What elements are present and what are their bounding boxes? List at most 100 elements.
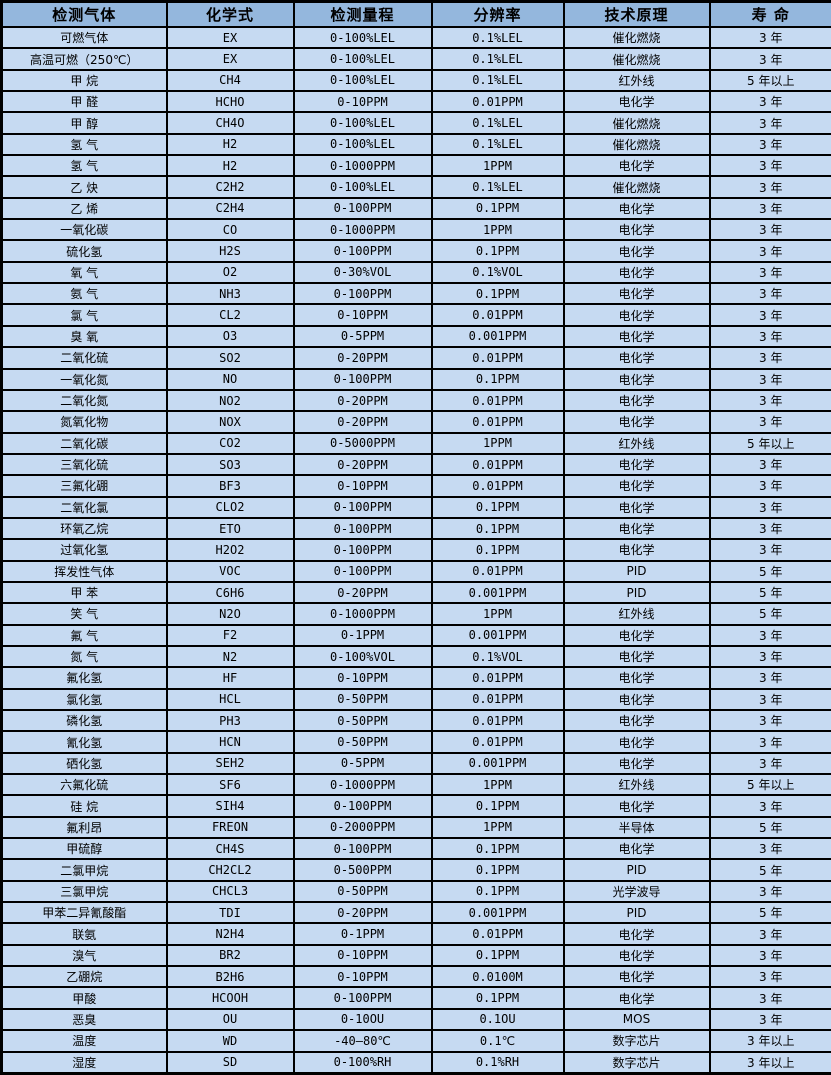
table-cell: 电化学	[562, 218, 711, 242]
table-cell: 甲酸	[0, 986, 168, 1010]
table-cell: 电化学	[562, 943, 711, 968]
table-row: 二氧化氯 CLO2 0-100PPM 0.1PPM 电化学 3 年	[0, 495, 831, 519]
table-row: 氨 气 NH3 0-100PPM 0.1PPM 电化学 3 年	[0, 282, 831, 306]
table-cell: WD	[165, 1029, 295, 1053]
table-cell: 0-1000PPM	[292, 602, 433, 626]
table-cell: -40—80℃	[292, 1029, 433, 1053]
table-cell: 0.1PPM	[430, 858, 565, 882]
table-cell: 0-100%RH	[292, 1050, 433, 1075]
table-cell: 电化学	[562, 346, 711, 370]
table-cell: 电化学	[562, 495, 711, 519]
table-cell: 0-10PPM	[292, 965, 433, 989]
table-row: 氮 气 N2 0-100%VOL 0.1%VOL 电化学 3 年	[0, 644, 831, 669]
table-cell: 笑 气	[0, 602, 168, 626]
table-cell: 0-10PPM	[292, 474, 433, 498]
table-cell: 3 年	[708, 474, 831, 498]
table-body: 可燃气体 EX 0-100%LEL 0.1%LEL 催化燃烧 3 年高温可燃（250℃） E…	[0, 25, 831, 1075]
table-cell: 0-30%VOL	[292, 260, 433, 285]
table-cell: 0-5PPM	[292, 324, 433, 349]
table-row: 三氯甲烷 CHCL3 0-50PPM 0.1PPM 光学波导 3 年	[0, 879, 831, 904]
column-header: 检测量程	[292, 0, 433, 28]
table-cell: 0-1PPM	[292, 623, 433, 647]
table-cell: 电化学	[562, 666, 711, 690]
table-cell: H2S	[165, 239, 295, 263]
table-cell: 3 年	[708, 324, 831, 349]
table-cell: 臭 氧	[0, 324, 168, 349]
table-row: 恶臭 OU 0-10OU 0.1OU MOS 3 年	[0, 1007, 831, 1032]
table-cell: 联氨	[0, 922, 168, 946]
table-cell: 电化学	[562, 708, 711, 733]
table-cell: 0.1%LEL	[430, 25, 565, 50]
table-row: 氰化氢 HCN 0-50PPM 0.01PPM 电化学 3 年	[0, 730, 831, 754]
table-cell: 一氧化氮	[0, 367, 168, 391]
table-cell: 红外线	[562, 773, 711, 797]
table-row: 氟利昂 FREON 0-2000PPM 1PPM 半导体 5 年	[0, 815, 831, 840]
table-cell: PID	[562, 901, 711, 925]
table-cell: 催化燃烧	[562, 175, 711, 199]
table-cell: NO	[165, 367, 295, 391]
table-cell: SO2	[165, 346, 295, 370]
table-cell: 电化学	[562, 965, 711, 989]
table-cell: 1PPM	[430, 218, 565, 242]
table-row: 溴气 BR2 0-10PPM 0.1PPM 电化学 3 年	[0, 943, 831, 968]
table-cell: 电化学	[562, 794, 711, 818]
table-cell: 0.01PPM	[430, 666, 565, 690]
table-cell: 0-100PPM	[292, 559, 433, 583]
table-cell: 3 年	[708, 986, 831, 1010]
table-cell: 0-20PPM	[292, 410, 433, 434]
table-cell: 0.01PPM	[430, 474, 565, 498]
table-cell: CLO2	[165, 495, 295, 519]
table-row: 甲硫醇 CH4S 0-100PPM 0.1PPM 电化学 3 年	[0, 837, 831, 861]
table-row: 氮氧化物 NOX 0-20PPM 0.01PPM 电化学 3 年	[0, 410, 831, 434]
table-cell: 3 年	[708, 1007, 831, 1032]
table-cell: 3 年	[708, 410, 831, 434]
table-cell: CL2	[165, 303, 295, 327]
table-cell: 0-100%LEL	[292, 47, 433, 71]
column-header: 寿 命	[708, 0, 831, 28]
table-cell: 0.1%LEL	[430, 132, 565, 157]
table-cell: 0-50PPM	[292, 687, 433, 712]
table-cell: 0.001PPM	[430, 324, 565, 349]
table-cell: SIH4	[165, 794, 295, 818]
table-cell: 温度	[0, 1029, 168, 1053]
table-cell: 乙硼烷	[0, 965, 168, 989]
column-header: 分辨率	[430, 0, 565, 28]
table-cell: 0.1PPM	[430, 239, 565, 263]
table-cell: 电化学	[562, 282, 711, 306]
table-cell: 3 年	[708, 154, 831, 178]
table-cell: H2O2	[165, 538, 295, 562]
table-cell: 甲 烷	[0, 68, 168, 93]
table-cell: HCN	[165, 730, 295, 754]
table-cell: 0.1PPM	[430, 196, 565, 221]
table-cell: 1PPM	[430, 602, 565, 626]
table-cell: HCOOH	[165, 986, 295, 1010]
table-cell: 0-100PPM	[292, 986, 433, 1010]
table-cell: 1PPM	[430, 154, 565, 178]
table-cell: 0-1PPM	[292, 922, 433, 946]
table-cell: 0-1000PPM	[292, 218, 433, 242]
table-row: 硫化氢 H2S 0-100PPM 0.1PPM 电化学 3 年	[0, 239, 831, 263]
table-cell: 3 年以上	[708, 1029, 831, 1053]
table-row: 氯 气 CL2 0-10PPM 0.01PPM 电化学 3 年	[0, 303, 831, 327]
table-cell: 0-100PPM	[292, 196, 433, 221]
table-cell: 0.01PPM	[430, 410, 565, 434]
table-cell: 氨 气	[0, 282, 168, 306]
table-cell: 3 年	[708, 687, 831, 712]
table-cell: 电化学	[562, 452, 711, 477]
table-row: 三氧化硫 SO3 0-20PPM 0.01PPM 电化学 3 年	[0, 452, 831, 477]
table-cell: 0-1000PPM	[292, 773, 433, 797]
table-cell: 0.1PPM	[430, 837, 565, 861]
table-cell: 电化学	[562, 986, 711, 1010]
table-cell: 溴气	[0, 943, 168, 968]
table-row: 过氧化氢 H2O2 0-100PPM 0.1PPM 电化学 3 年	[0, 538, 831, 562]
table-cell: 3 年	[708, 751, 831, 776]
table-cell: 氢 气	[0, 154, 168, 178]
table-cell: 甲苯二异氰酸酯	[0, 901, 168, 925]
table-cell: NO2	[165, 388, 295, 413]
table-cell: 电化学	[562, 687, 711, 712]
table-cell: NH3	[165, 282, 295, 306]
table-cell: 0-100PPM	[292, 239, 433, 263]
table-row: 甲 醇 CH4O 0-100%LEL 0.1%LEL 催化燃烧 3 年	[0, 111, 831, 135]
table-cell: 5 年	[708, 580, 831, 605]
table-cell: 5 年	[708, 602, 831, 626]
